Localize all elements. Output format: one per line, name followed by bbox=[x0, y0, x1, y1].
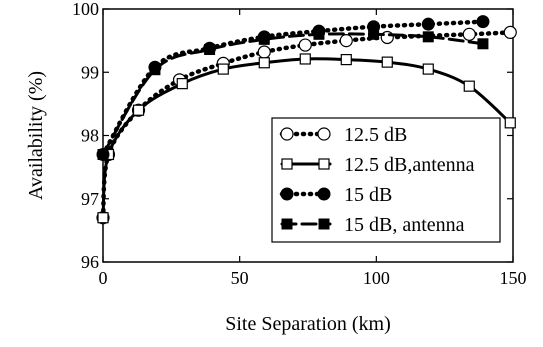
x-tick-label: 0 bbox=[99, 268, 108, 288]
data-point bbox=[462, 27, 476, 41]
series-3 bbox=[97, 28, 489, 160]
legend-box bbox=[271, 117, 501, 243]
legend-marker bbox=[318, 218, 330, 230]
legend-label: 15 dB, antenna bbox=[344, 214, 465, 236]
legend-label: 15 dB bbox=[344, 184, 392, 206]
data-point bbox=[463, 80, 475, 92]
data-point bbox=[149, 64, 161, 76]
x-tick-label: 100 bbox=[363, 268, 390, 288]
data-point bbox=[217, 63, 229, 75]
data-point bbox=[298, 38, 312, 52]
data-point bbox=[97, 212, 109, 224]
legend-sample bbox=[279, 127, 333, 141]
x-axis-title: Site Separation (km) bbox=[225, 313, 391, 335]
data-point bbox=[258, 33, 270, 45]
data-point bbox=[503, 25, 517, 40]
legend-marker bbox=[280, 127, 294, 141]
legend: 12.5 dB 12.5 dB,antenna 15 dB 15 dB, antenn… bbox=[271, 117, 501, 243]
data-point bbox=[477, 38, 489, 50]
data-point bbox=[476, 15, 490, 29]
data-point bbox=[422, 31, 434, 43]
data-point bbox=[204, 43, 216, 55]
x-tick-label: 150 bbox=[500, 268, 527, 288]
data-point bbox=[176, 78, 188, 90]
data-point bbox=[368, 28, 380, 40]
data-point bbox=[339, 34, 353, 48]
legend-marker bbox=[317, 187, 331, 201]
data-point bbox=[257, 45, 271, 59]
data-point bbox=[132, 104, 145, 116]
data-point bbox=[258, 57, 270, 69]
legend-sample bbox=[280, 158, 332, 170]
legend-label: 12.5 dB bbox=[344, 124, 407, 146]
legend-marker bbox=[317, 127, 331, 141]
data-point bbox=[381, 56, 393, 68]
legend-sample bbox=[279, 187, 333, 201]
series-1 bbox=[97, 53, 516, 224]
x-tick-label: 50 bbox=[231, 268, 249, 288]
data-point bbox=[340, 53, 352, 66]
y-tick-label: 98 bbox=[81, 126, 99, 146]
y-tick-label: 99 bbox=[81, 62, 99, 82]
legend-marker bbox=[280, 187, 294, 201]
data-point bbox=[422, 63, 434, 75]
legend-marker bbox=[318, 158, 330, 170]
y-tick-label: 100 bbox=[72, 0, 99, 19]
data-point bbox=[504, 117, 516, 129]
axes: 0 50 100 150 96 97 98 99 100 bbox=[72, 0, 527, 288]
y-axis-title: Availability (%) bbox=[25, 71, 47, 200]
series-line bbox=[100, 19, 486, 157]
legend-sample bbox=[280, 218, 332, 230]
data-point bbox=[299, 53, 311, 65]
legend-marker bbox=[281, 218, 293, 230]
data-point bbox=[421, 17, 435, 31]
series-layer bbox=[96, 15, 517, 225]
data-point bbox=[313, 28, 325, 40]
y-tick-label: 97 bbox=[81, 189, 99, 209]
data-point bbox=[97, 148, 109, 160]
legend-marker bbox=[281, 158, 293, 170]
legend-label: 12.5 dB,antenna bbox=[344, 154, 475, 176]
y-tick-label: 96 bbox=[81, 252, 99, 272]
